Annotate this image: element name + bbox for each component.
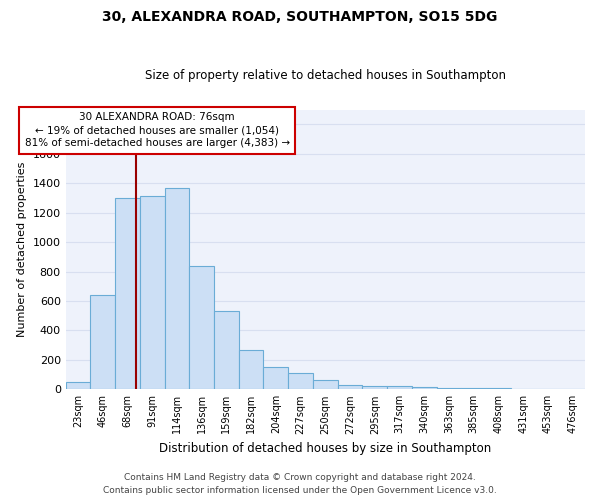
X-axis label: Distribution of detached houses by size in Southampton: Distribution of detached houses by size … xyxy=(159,442,491,455)
Bar xyxy=(263,367,288,390)
Bar xyxy=(164,188,189,390)
Bar xyxy=(115,198,140,390)
Bar xyxy=(536,388,560,390)
Text: Contains HM Land Registry data © Crown copyright and database right 2024.
Contai: Contains HM Land Registry data © Crown c… xyxy=(103,474,497,495)
Bar xyxy=(387,386,412,390)
Bar xyxy=(65,382,91,390)
Bar xyxy=(140,196,164,390)
Bar xyxy=(91,295,115,390)
Bar xyxy=(461,388,486,390)
Y-axis label: Number of detached properties: Number of detached properties xyxy=(17,162,27,337)
Bar xyxy=(313,380,338,390)
Text: 30 ALEXANDRA ROAD: 76sqm
← 19% of detached houses are smaller (1,054)
81% of sem: 30 ALEXANDRA ROAD: 76sqm ← 19% of detach… xyxy=(25,112,290,148)
Text: 30, ALEXANDRA ROAD, SOUTHAMPTON, SO15 5DG: 30, ALEXANDRA ROAD, SOUTHAMPTON, SO15 5D… xyxy=(103,10,497,24)
Bar xyxy=(362,386,387,390)
Bar xyxy=(214,312,239,390)
Bar xyxy=(437,388,461,390)
Bar xyxy=(486,388,511,390)
Bar xyxy=(189,266,214,390)
Bar xyxy=(239,350,263,390)
Title: Size of property relative to detached houses in Southampton: Size of property relative to detached ho… xyxy=(145,69,506,82)
Bar xyxy=(412,387,437,390)
Bar xyxy=(560,388,585,390)
Bar xyxy=(338,385,362,390)
Bar xyxy=(511,388,536,390)
Bar xyxy=(288,373,313,390)
